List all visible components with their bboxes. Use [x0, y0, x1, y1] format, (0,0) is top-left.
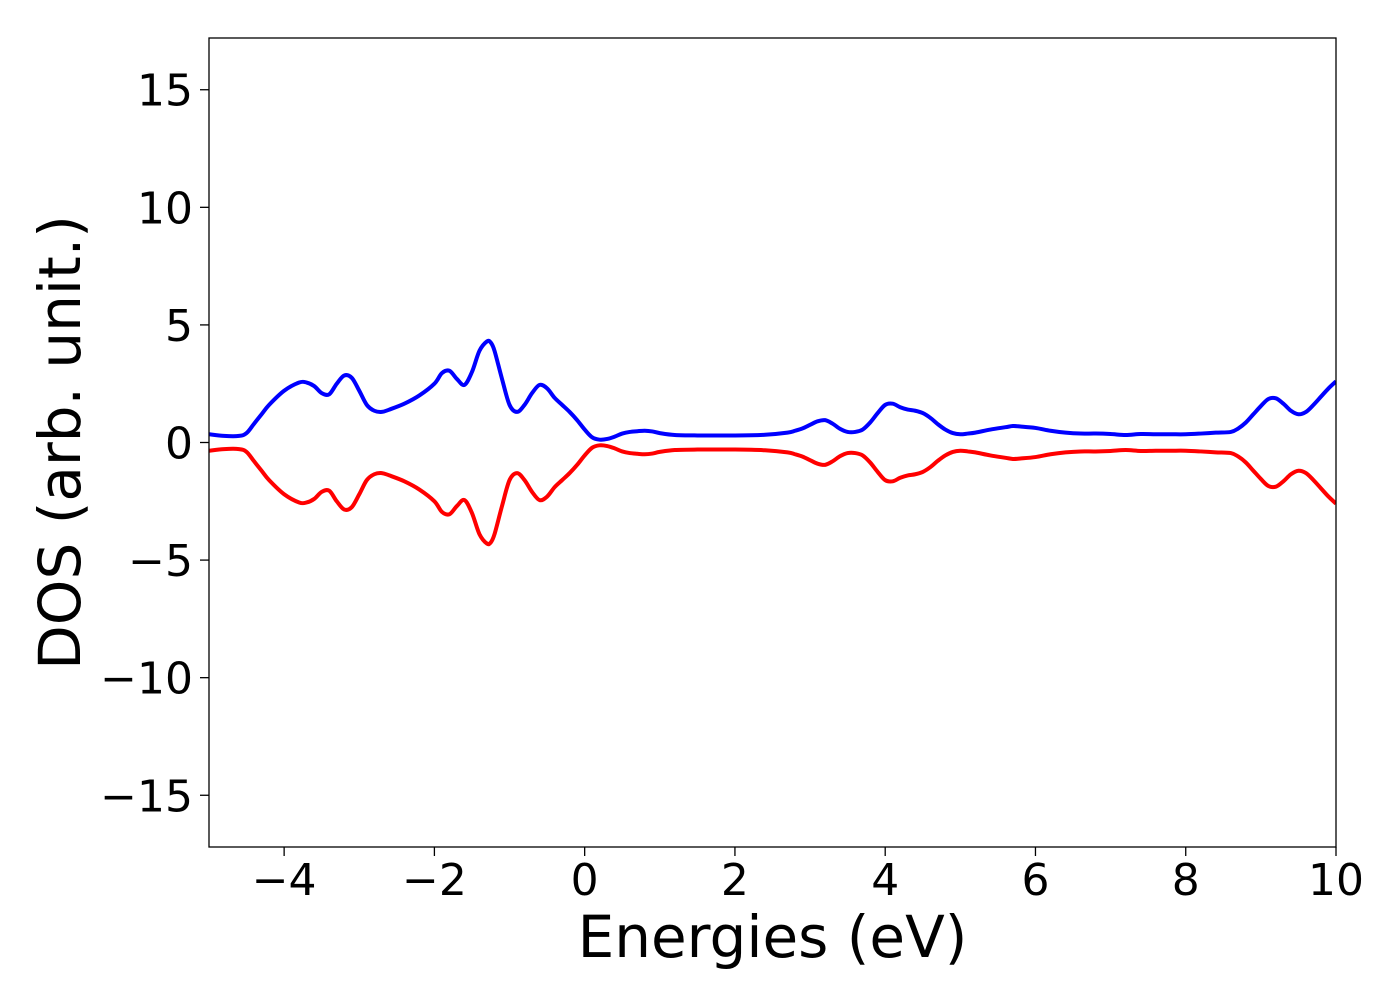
plot-frame: [208, 37, 1337, 848]
x-tick-label: 2: [721, 855, 749, 906]
y-tick-label: −15: [100, 771, 193, 822]
x-tick-label: −4: [252, 855, 317, 906]
x-axis-label: Energies (eV): [578, 903, 968, 971]
x-tick-label: 10: [1308, 855, 1364, 906]
series-layer: [209, 338, 1336, 547]
y-tick-label: 0: [165, 419, 193, 470]
x-tick-label: −2: [402, 855, 467, 906]
dos-line-blue: [209, 338, 1336, 442]
x-tick-label: 8: [1172, 855, 1200, 906]
y-tick-label: 15: [137, 66, 193, 117]
x-tick-label: 6: [1021, 855, 1049, 906]
dos-line-red: [209, 443, 1336, 547]
x-tick-label: 4: [871, 855, 899, 906]
y-tick-label: −5: [128, 536, 193, 587]
y-tick-label: −10: [100, 654, 193, 705]
y-axis-label: DOS (arb. unit.): [26, 215, 94, 670]
ticks-layer: −4 −2 0 2 4 6 8 10 −15 −10 −5 0 5 10 15: [100, 66, 1364, 906]
y-tick-label: 5: [165, 301, 193, 352]
y-tick-label: 10: [137, 183, 193, 234]
x-tick-label: 0: [571, 855, 599, 906]
